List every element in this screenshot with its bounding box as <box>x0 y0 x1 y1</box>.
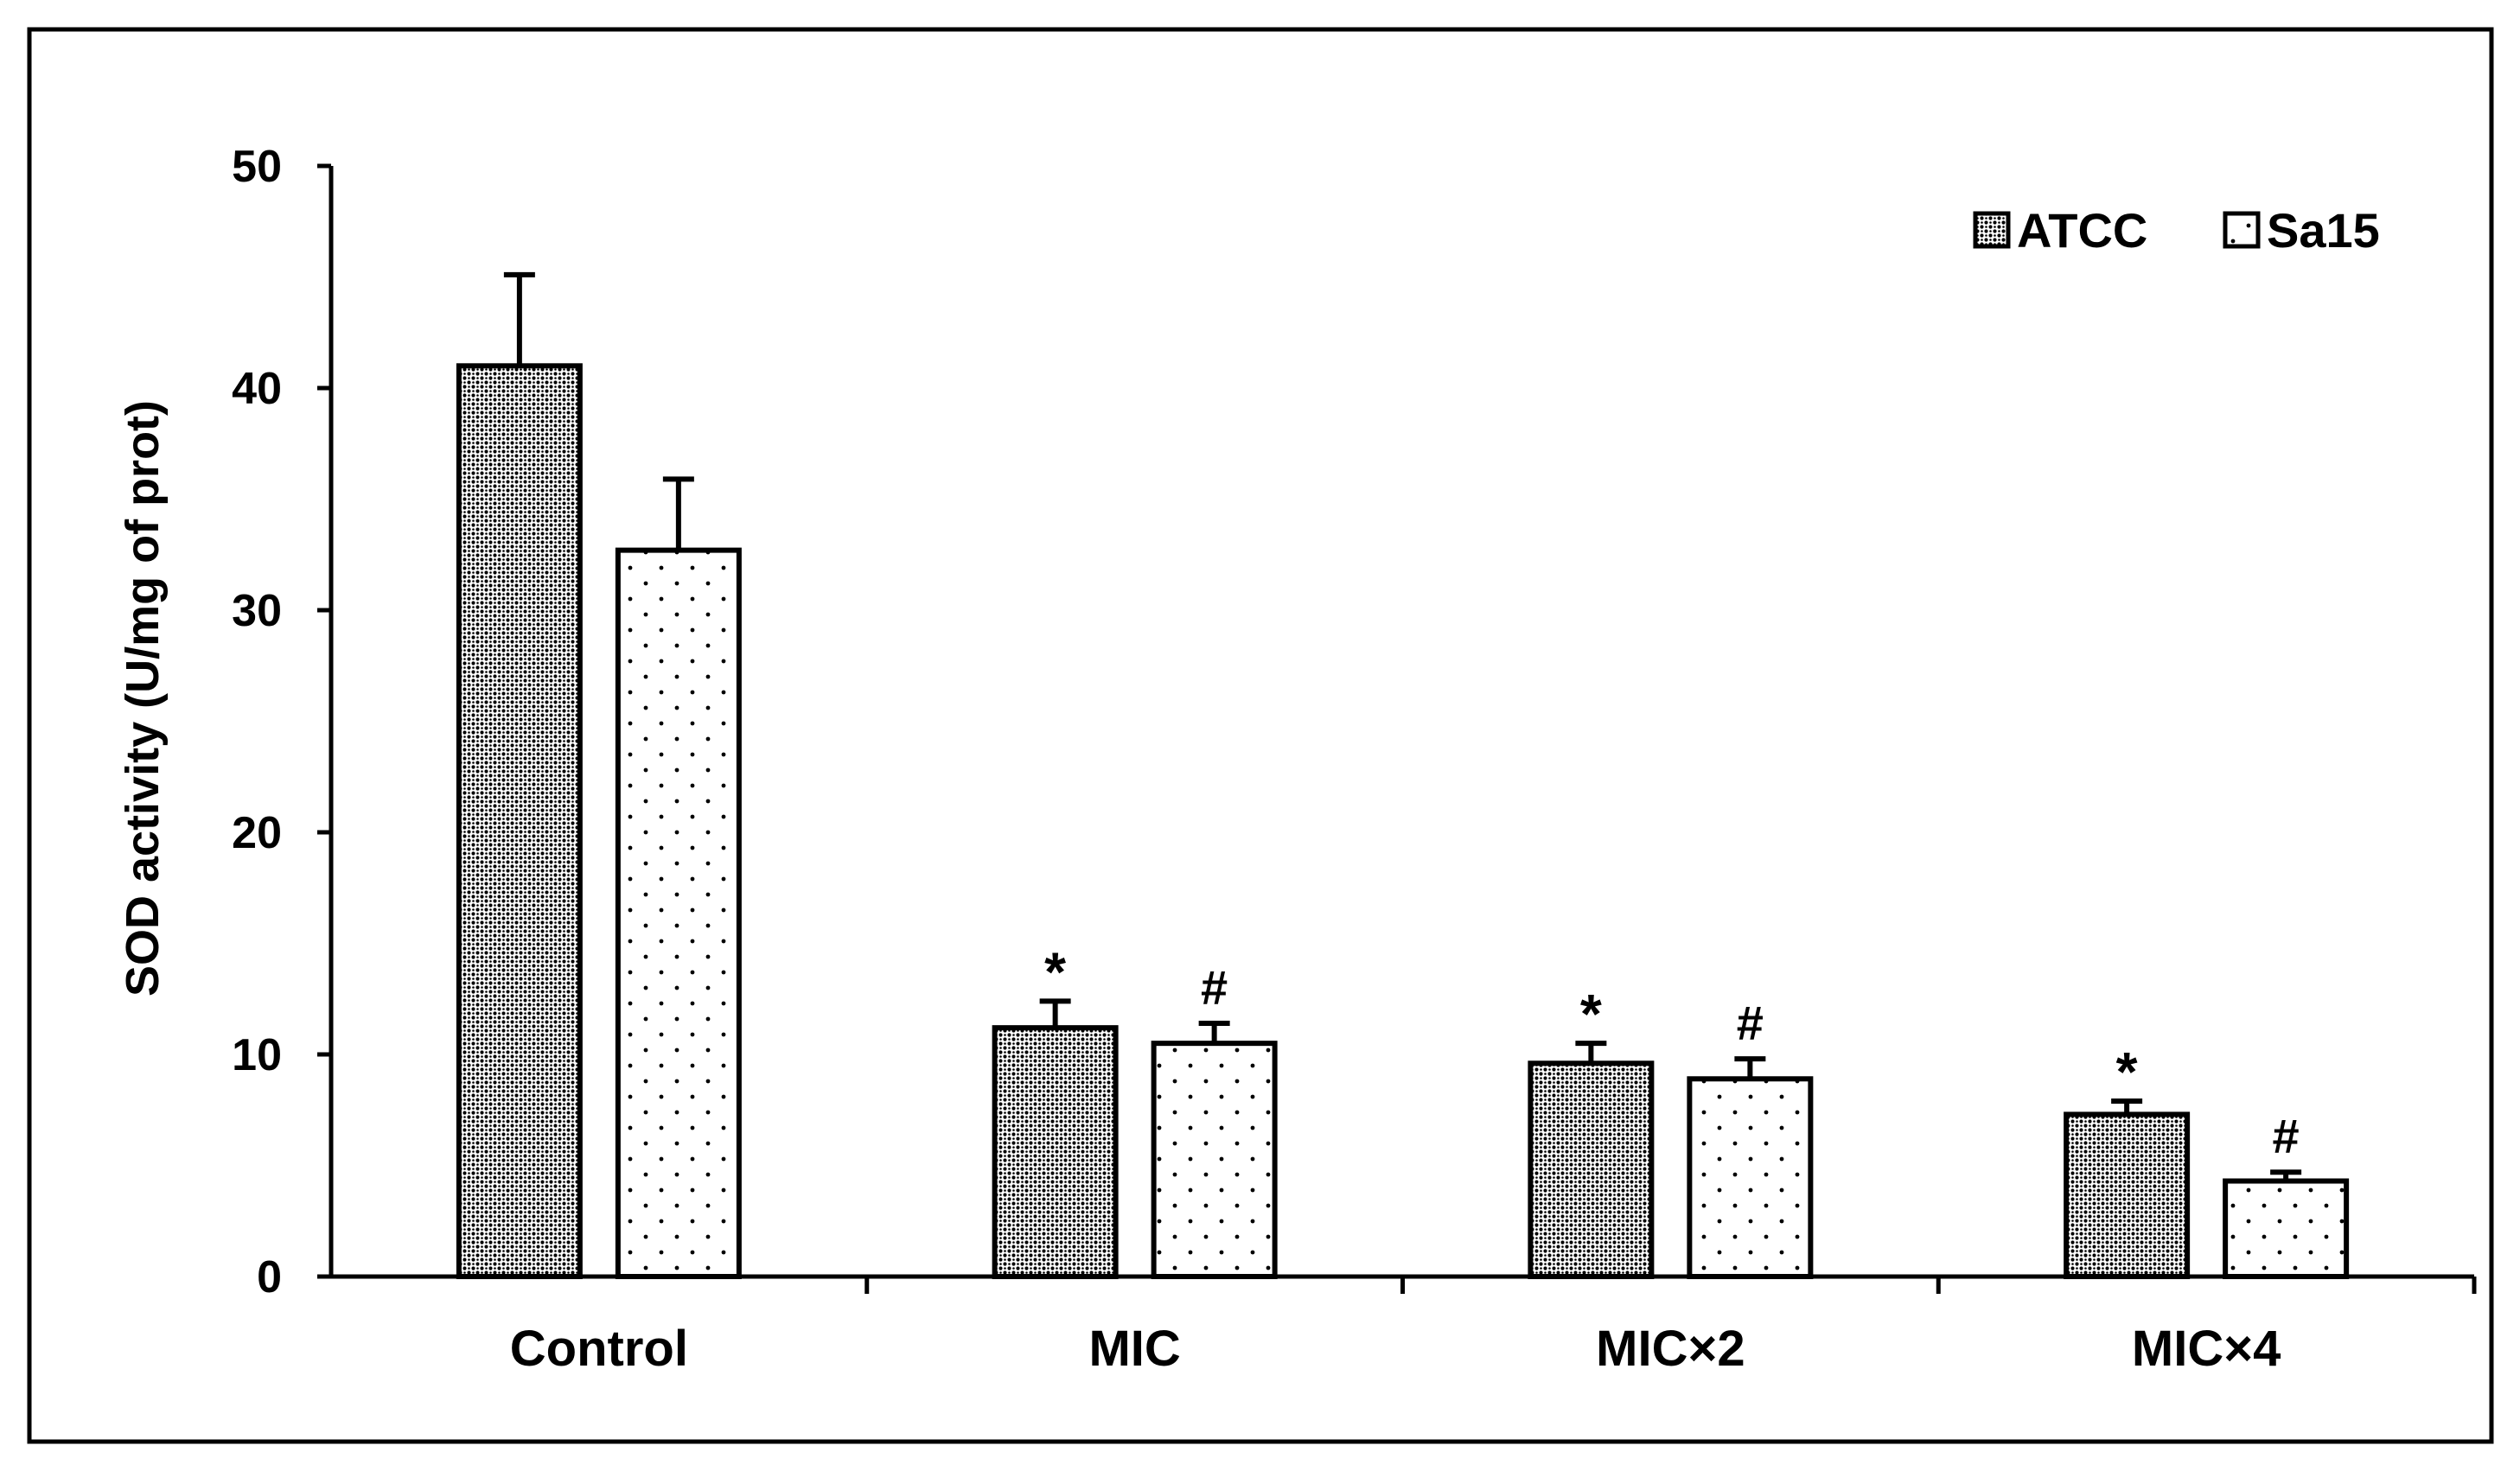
bars <box>456 271 2350 1280</box>
legend-swatch-sa15 <box>2223 211 2261 249</box>
bar-atcc-3 <box>2064 1111 2191 1280</box>
bar-atcc-2 <box>1528 1060 1655 1280</box>
significance-mark: * <box>1580 983 1602 1045</box>
legend: ATCC Sa15 <box>1973 203 2380 258</box>
y-tick-label: 30 <box>232 586 282 636</box>
x-category-label: MIC <box>1088 1321 1180 1377</box>
bar-sa15-0 <box>615 547 742 1279</box>
y-tick-label: 40 <box>232 364 282 414</box>
chart-frame <box>27 27 2494 1444</box>
legend-swatch-atcc <box>1973 211 2011 249</box>
y-axis-label: SOD activity (U/mg of prot) <box>117 400 169 997</box>
bar-sa15-2 <box>1687 1076 1814 1280</box>
significance-mark: * <box>1044 940 1066 1003</box>
bar-atcc-1 <box>992 1025 1119 1280</box>
y-tick-label: 0 <box>257 1252 282 1302</box>
significance-mark: # <box>2273 1109 2300 1163</box>
y-tick-label: 50 <box>232 142 282 192</box>
bar-sa15-3 <box>2223 1178 2350 1279</box>
x-category-label: MIC×2 <box>1596 1321 1745 1377</box>
y-tick-label: 10 <box>232 1030 282 1080</box>
significance-mark: * <box>2116 1041 2138 1103</box>
labels: Control MIC MIC×2 MIC×4 * # * # * # <box>510 940 2300 1377</box>
bar-atcc-0 <box>456 363 583 1279</box>
legend-label-atcc: ATCC <box>2017 203 2147 258</box>
significance-mark: # <box>1737 996 1764 1050</box>
bar-sa15-1 <box>1151 1041 1278 1280</box>
legend-label-sa15: Sa15 <box>2267 203 2380 258</box>
x-category-label: MIC×4 <box>2132 1321 2281 1377</box>
y-tick-label: 20 <box>232 808 282 858</box>
significance-mark: # <box>1201 960 1228 1015</box>
x-category-label: Control <box>510 1321 688 1377</box>
